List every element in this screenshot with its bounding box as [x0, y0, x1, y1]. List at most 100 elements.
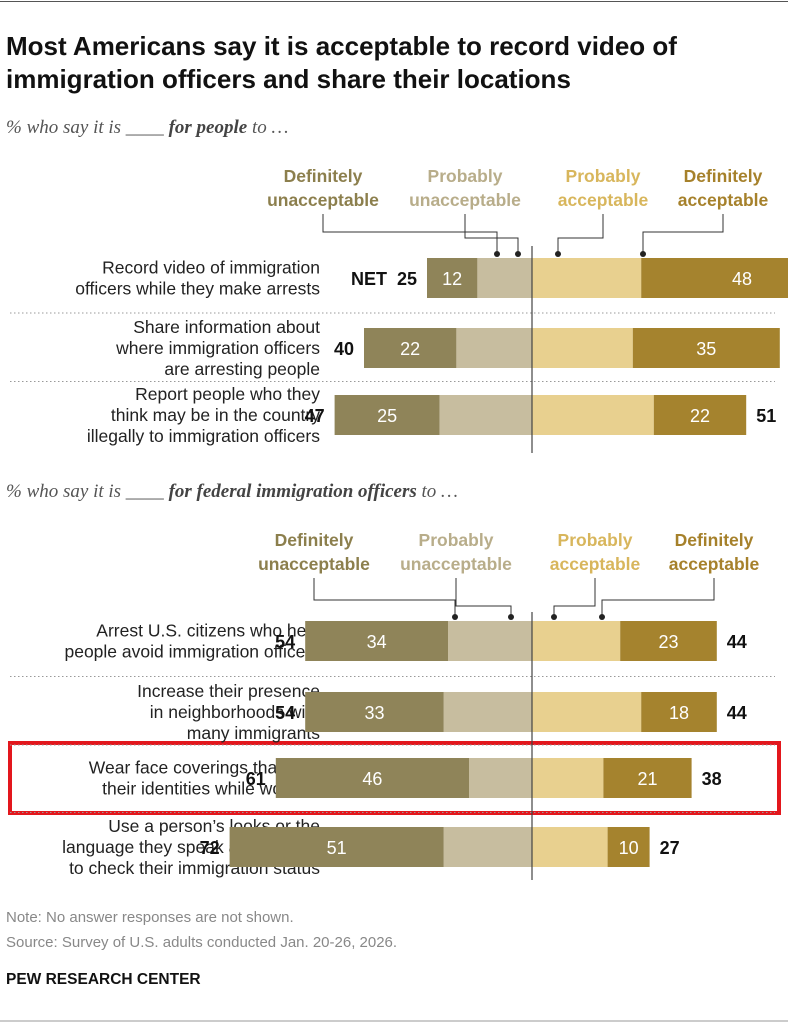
legend-leader-dot	[452, 614, 458, 620]
bar-probably-unacceptable	[477, 258, 532, 298]
legend-def-unacc-line-1: Definitely	[275, 530, 354, 550]
legend-prob-unacc-line-1: Probably	[428, 166, 503, 186]
bar-label-definitely-acceptable: 21	[637, 769, 657, 789]
bar-probably-acceptable	[532, 395, 654, 435]
chart-title-line-2: immigration officers and share their loc…	[6, 64, 571, 94]
subtitle-1: % who say it is ____ for people to …	[6, 117, 288, 138]
bar-definitely-acceptable	[653, 395, 747, 435]
bar-probably-acceptable	[532, 621, 621, 661]
bar-definitely-unacceptable	[229, 827, 444, 867]
subtitle-pre: % who say it is ____	[6, 481, 169, 502]
bar-probably-acceptable	[532, 328, 633, 368]
bar-definitely-acceptable	[607, 827, 650, 867]
bar-label-definitely-unacceptable: 46	[362, 769, 382, 789]
bar-definitely-unacceptable	[305, 621, 448, 661]
net-acceptable-value: 51	[756, 406, 776, 426]
bar-probably-acceptable	[532, 692, 642, 732]
source-note: Note: No answer responses are not shown.	[6, 909, 294, 926]
bar-probably-acceptable	[532, 758, 604, 798]
row-label-line: Share information about	[133, 317, 320, 337]
bar-label-definitely-unacceptable: 12	[442, 269, 462, 289]
net-unacceptable-value: 40	[334, 339, 354, 359]
legend-def-unacc-line-2: unacceptable	[258, 554, 370, 574]
net-word-left: NET	[351, 269, 387, 289]
legend-leader-dot	[494, 251, 500, 257]
bar-definitely-acceptable	[641, 258, 788, 298]
bar-label-definitely-acceptable: 22	[690, 406, 710, 426]
subtitle-post: to …	[247, 117, 288, 138]
subtitle-pre: % who say it is ____	[6, 117, 169, 138]
bar-label-definitely-unacceptable: 34	[367, 632, 387, 652]
net-unacceptable-value: 25	[397, 269, 417, 289]
legend-def-acc-line-1: Definitely	[675, 530, 754, 550]
bar-definitely-unacceptable	[364, 328, 457, 368]
legend-leader-dot	[640, 251, 646, 257]
bar-label-definitely-acceptable: 18	[669, 703, 689, 723]
bar-label-definitely-acceptable: 48	[732, 269, 752, 289]
bar-label-definitely-acceptable: 23	[658, 632, 678, 652]
legend-leader-line	[313, 578, 456, 617]
legend-prob-unacc-line-2: unacceptable	[409, 190, 521, 210]
legend-prob-acc-line-2: acceptable	[550, 554, 641, 574]
subtitle-2: % who say it is ____ for federal immigra…	[6, 481, 458, 502]
legend-leader-line	[464, 214, 519, 254]
bar-probably-unacceptable	[443, 692, 532, 732]
bar-label-definitely-acceptable: 10	[619, 838, 639, 858]
bar-definitely-acceptable	[632, 328, 780, 368]
legend-def-acc-line-1: Definitely	[684, 166, 763, 186]
legend-leader-line	[553, 578, 596, 617]
legend-leader-line	[322, 214, 498, 254]
net-acceptable-value: 44	[727, 703, 747, 723]
row-label-line: where immigration officers	[115, 338, 320, 358]
net-unacceptable-value: 47	[305, 406, 325, 426]
row-label-line: Record video of immigration	[102, 258, 320, 278]
net-unacceptable-value: 72	[200, 838, 220, 858]
row-label-line: Wear face coverings that hide	[89, 758, 320, 778]
row-label-line: illegally to immigration officers	[87, 426, 320, 446]
bar-probably-unacceptable	[469, 758, 532, 798]
subtitle-bold: for federal immigration officers	[169, 481, 417, 502]
bar-probably-acceptable	[532, 258, 642, 298]
row-label-line: Report people who they	[135, 384, 320, 404]
legend-def-unacc-line-1: Definitely	[284, 166, 363, 186]
row-label-line: Increase their presence	[137, 681, 320, 701]
subtitle-bold: for people	[169, 117, 248, 138]
row-label-line: think may be in the country	[111, 405, 320, 425]
net-acceptable-value: 27	[660, 838, 680, 858]
net-unacceptable-value: 54	[275, 703, 295, 723]
bar-definitely-unacceptable	[305, 692, 444, 732]
subtitle-post: to …	[417, 481, 458, 502]
chart-title-line-1: Most Americans say it is acceptable to r…	[6, 31, 677, 61]
legend-leader-dot	[599, 614, 605, 620]
net-acceptable-value: 44	[727, 632, 747, 652]
row-label-line: officers while they make arrests	[75, 279, 320, 299]
legend-prob-acc-line-1: Probably	[566, 166, 641, 186]
bar-definitely-acceptable	[641, 692, 717, 732]
bar-probably-unacceptable	[456, 328, 532, 368]
legend-leader-line	[455, 578, 512, 617]
row-label-line: people avoid immigration officers	[64, 642, 320, 662]
bar-definitely-acceptable	[620, 621, 717, 661]
legend-leader-dot	[515, 251, 521, 257]
legend-leader-line	[642, 214, 724, 254]
source-line: Source: Survey of U.S. adults conducted …	[6, 934, 397, 951]
bar-probably-acceptable	[532, 827, 608, 867]
row-label-line: Arrest U.S. citizens who help	[96, 621, 320, 641]
row-label-line: their identities while working	[102, 779, 320, 799]
brand-label: PEW RESEARCH CENTER	[6, 971, 201, 988]
legend-leader-dot	[508, 614, 514, 620]
bar-probably-unacceptable	[448, 621, 532, 661]
bar-definitely-unacceptable	[427, 258, 478, 298]
legend-leader-line	[557, 214, 604, 254]
bar-probably-unacceptable	[443, 827, 532, 867]
bar-label-definitely-unacceptable: 51	[327, 838, 347, 858]
row-label-line: are arresting people	[164, 359, 320, 379]
legend-leader-dot	[555, 251, 561, 257]
net-acceptable-value: 38	[702, 769, 722, 789]
legend-prob-unacc-line-2: unacceptable	[400, 554, 512, 574]
bar-definitely-unacceptable	[334, 395, 440, 435]
bar-probably-unacceptable	[439, 395, 532, 435]
legend-def-acc-line-2: acceptable	[678, 190, 769, 210]
net-unacceptable-value: 54	[275, 632, 295, 652]
